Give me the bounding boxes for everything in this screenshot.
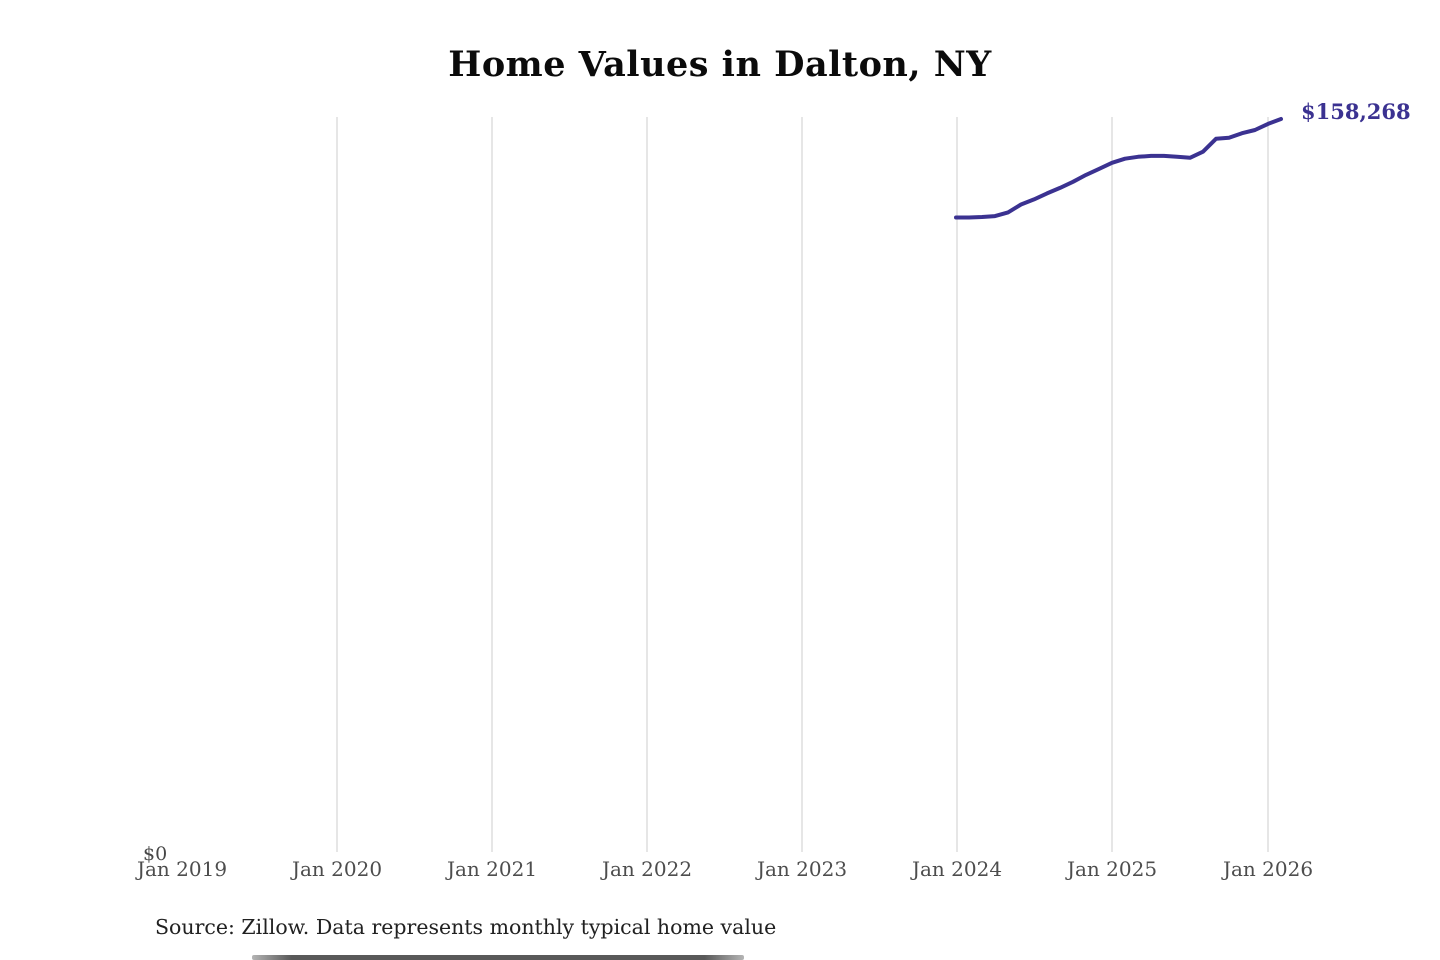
clipped-caption-text-remnant [252, 955, 744, 960]
x-tick-jan-2022: Jan 2022 [601, 857, 693, 881]
vertical-gridlines [336, 117, 1269, 852]
x-tick-jan-2026: Jan 2026 [1222, 857, 1314, 881]
x-tick-jan-2020: Jan 2020 [291, 857, 383, 881]
line-end-value-label: $158,268 [1301, 99, 1411, 124]
home-value-line [954, 117, 1283, 220]
source-caption: Source: Zillow. Data represents monthly … [155, 915, 777, 939]
x-tick-jan-2025: Jan 2025 [1066, 857, 1158, 881]
x-tick-jan-2024: Jan 2024 [911, 857, 1003, 881]
x-tick-jan-2021: Jan 2021 [446, 857, 538, 881]
x-tick-jan-2019: Jan 2019 [136, 857, 228, 881]
x-tick-jan-2023: Jan 2023 [756, 857, 848, 881]
chart-title: Home Values in Dalton, NY [448, 44, 992, 85]
y-axis-zero-label: $0 [143, 843, 168, 865]
